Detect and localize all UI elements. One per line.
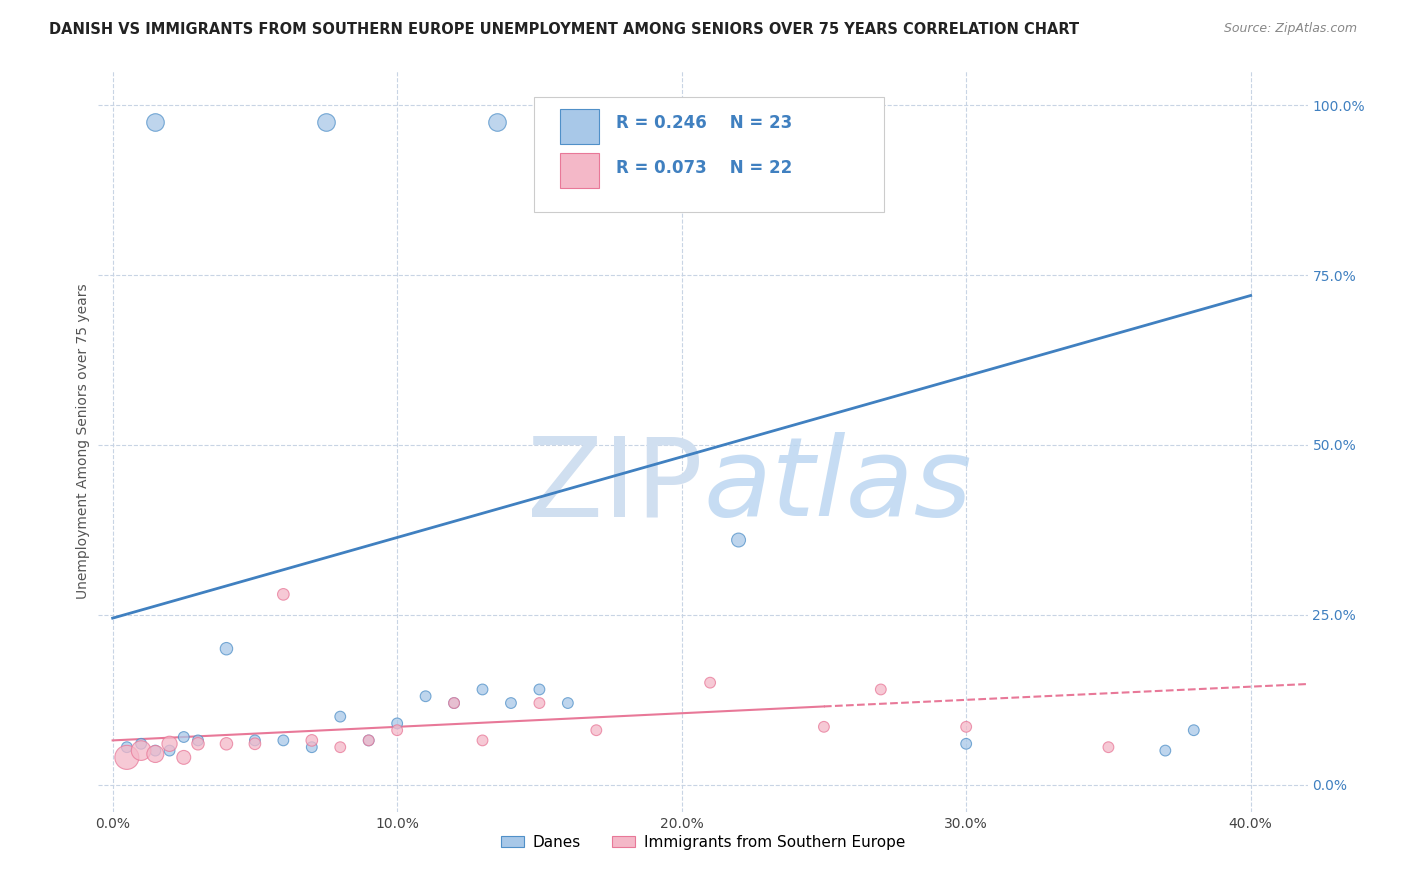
Point (129, 737, 152, 751)
Point (243, 733, 266, 747)
Point (115, 750, 138, 764)
Point (143, 743, 166, 757)
Point (173, 750, 195, 764)
Point (955, 737, 977, 751)
Text: R = 0.246    N = 23: R = 0.246 N = 23 (616, 114, 792, 132)
Point (499, 696, 522, 710)
Point (385, 716, 408, 731)
Point (273, 587, 295, 601)
Y-axis label: Unemployment Among Seniors over 75 years: Unemployment Among Seniors over 75 years (76, 284, 90, 599)
FancyBboxPatch shape (534, 97, 884, 212)
FancyBboxPatch shape (561, 109, 599, 144)
Point (529, 682, 551, 697)
Point (129, 743, 152, 757)
Text: atlas: atlas (703, 433, 972, 540)
Point (869, 682, 891, 697)
Point (115, 740, 138, 755)
Point (627, 115, 650, 129)
Point (301, 740, 323, 755)
Point (813, 720, 835, 734)
Point (159, 743, 181, 757)
Point (143, 115, 166, 129)
Point (273, 733, 295, 747)
Point (1097, 740, 1119, 755)
Point (799, 115, 821, 129)
Text: Source: ZipAtlas.com: Source: ZipAtlas.com (1223, 22, 1357, 36)
Point (557, 696, 579, 710)
Point (699, 675, 721, 690)
Point (585, 723, 607, 738)
Point (215, 641, 238, 656)
Point (443, 696, 465, 710)
Point (243, 737, 266, 751)
Point (357, 733, 380, 747)
Point (543, 115, 565, 129)
Point (1154, 743, 1177, 757)
Text: DANISH VS IMMIGRANTS FROM SOUTHERN EUROPE UNEMPLOYMENT AMONG SENIORS OVER 75 YEA: DANISH VS IMMIGRANTS FROM SOUTHERN EUROP… (49, 22, 1080, 37)
Point (159, 737, 181, 751)
Point (187, 733, 209, 747)
Point (443, 696, 465, 710)
Point (329, 709, 352, 723)
Point (713, 115, 735, 129)
Point (955, 720, 977, 734)
Text: R = 0.073    N = 22: R = 0.073 N = 22 (616, 159, 792, 177)
Point (727, 533, 749, 547)
Point (471, 682, 494, 697)
Point (301, 733, 323, 747)
Point (329, 740, 352, 755)
Point (529, 696, 551, 710)
Point (215, 737, 238, 751)
Point (415, 690, 437, 704)
Text: ZIP: ZIP (527, 433, 703, 540)
Point (357, 733, 380, 747)
Point (1182, 723, 1205, 738)
Point (485, 115, 508, 129)
FancyBboxPatch shape (561, 153, 599, 188)
Point (173, 730, 195, 744)
Point (315, 115, 337, 129)
Point (385, 723, 408, 738)
Point (143, 747, 166, 761)
Legend: Danes, Immigrants from Southern Europe: Danes, Immigrants from Southern Europe (495, 829, 911, 856)
Point (471, 733, 494, 747)
Point (187, 737, 209, 751)
